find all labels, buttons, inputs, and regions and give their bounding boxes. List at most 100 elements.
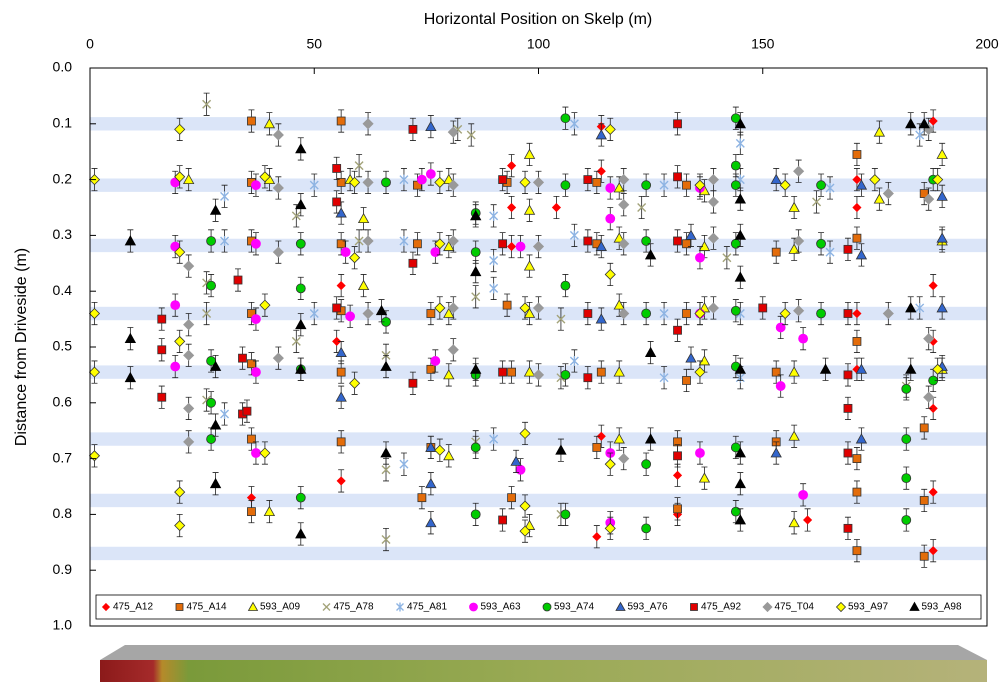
marker (816, 238, 826, 249)
marker (470, 265, 482, 277)
marker (775, 381, 786, 391)
marker (928, 403, 938, 413)
marker (354, 161, 364, 171)
marker (447, 179, 459, 191)
marker (354, 236, 364, 246)
marker (788, 366, 800, 377)
marker (183, 260, 195, 272)
marker (901, 434, 912, 444)
marker (843, 403, 853, 413)
marker (447, 235, 459, 247)
marker (295, 492, 306, 503)
marker (498, 239, 508, 249)
marker (202, 99, 212, 109)
plot-area (90, 68, 987, 626)
marker (644, 249, 657, 260)
marker (247, 359, 256, 369)
marker (336, 239, 346, 249)
marker (238, 353, 247, 363)
marker (873, 126, 886, 137)
marker (447, 126, 459, 138)
marker (698, 472, 711, 483)
x-tick-label: 100 (527, 36, 551, 52)
marker (309, 180, 319, 191)
marker (523, 307, 536, 318)
marker (202, 309, 212, 319)
marker (618, 453, 630, 465)
marker (569, 230, 579, 241)
x-tick-label: 50 (306, 36, 322, 52)
marker (695, 448, 705, 458)
marker (673, 451, 682, 461)
marker (247, 116, 256, 126)
marker (936, 232, 948, 243)
marker (507, 367, 516, 377)
marker (932, 363, 944, 375)
marker (604, 123, 616, 135)
y-tick-label: 0.6 (53, 394, 73, 410)
marker (615, 601, 626, 611)
legend-label: 593_A09 (260, 602, 300, 613)
marker (825, 247, 835, 258)
marker (613, 299, 625, 310)
marker (555, 444, 567, 455)
marker (819, 363, 832, 374)
marker (843, 370, 853, 380)
marker (523, 260, 536, 271)
marker (928, 487, 938, 497)
marker (498, 175, 508, 185)
marker (251, 180, 261, 191)
marker (426, 364, 436, 374)
y-tick-label: 0.8 (53, 505, 73, 521)
marker (758, 303, 768, 313)
marker (618, 199, 630, 211)
marker (843, 523, 853, 533)
marker (694, 307, 706, 320)
marker (641, 459, 652, 470)
marker (852, 487, 862, 497)
legend-label: 475_A12 (113, 602, 153, 613)
marker (357, 279, 370, 291)
marker (855, 179, 868, 190)
marker (489, 434, 499, 445)
marker (332, 303, 342, 313)
marker (507, 241, 517, 252)
marker (295, 143, 307, 154)
marker (928, 116, 938, 126)
marker (685, 229, 697, 240)
marker (936, 148, 948, 159)
marker (707, 196, 719, 208)
marker (613, 433, 625, 444)
marker (852, 454, 862, 464)
marker (263, 505, 276, 517)
marker (174, 246, 186, 258)
marker (259, 447, 271, 459)
y-tick-label: 1.0 (53, 617, 73, 633)
marker (730, 180, 741, 191)
legend-label: 475_A14 (187, 602, 227, 613)
marker (349, 377, 361, 389)
marker (470, 210, 482, 221)
marker (362, 118, 374, 130)
series (157, 112, 853, 540)
marker (798, 333, 809, 344)
marker (936, 190, 948, 201)
marker (605, 213, 616, 224)
marker (381, 177, 391, 188)
marker (519, 176, 531, 188)
marker (174, 171, 186, 183)
marker (335, 391, 347, 402)
marker (734, 514, 747, 525)
marker (443, 173, 455, 185)
marker (519, 525, 531, 537)
marker (336, 177, 346, 187)
marker (426, 309, 436, 318)
marker (381, 465, 391, 475)
y-tick-label: 0.0 (53, 59, 73, 75)
marker (209, 419, 222, 430)
legend-label: 593_A74 (554, 602, 594, 613)
marker (855, 433, 868, 444)
marker (771, 247, 781, 257)
marker (336, 476, 346, 486)
